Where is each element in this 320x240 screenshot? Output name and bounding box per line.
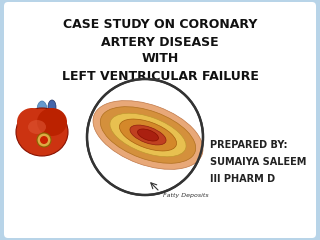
Text: SUMAIYA SALEEM: SUMAIYA SALEEM: [210, 157, 306, 167]
Text: Fatty Deposits: Fatty Deposits: [163, 193, 209, 198]
Ellipse shape: [119, 119, 177, 151]
Ellipse shape: [100, 107, 196, 163]
Ellipse shape: [138, 129, 158, 141]
Ellipse shape: [37, 108, 67, 136]
Text: III PHARM D: III PHARM D: [210, 174, 275, 184]
Ellipse shape: [48, 100, 56, 114]
Text: CASE STUDY ON CORONARY: CASE STUDY ON CORONARY: [63, 18, 257, 31]
Ellipse shape: [37, 101, 47, 119]
Circle shape: [40, 136, 48, 144]
Ellipse shape: [17, 108, 47, 136]
FancyBboxPatch shape: [4, 2, 316, 238]
Text: WITH: WITH: [141, 53, 179, 66]
Ellipse shape: [28, 120, 46, 134]
Ellipse shape: [93, 101, 203, 169]
Text: PREPARED BY:: PREPARED BY:: [210, 140, 287, 150]
Text: ARTERY DISEASE: ARTERY DISEASE: [101, 36, 219, 48]
Ellipse shape: [16, 108, 68, 156]
Ellipse shape: [130, 125, 166, 145]
Ellipse shape: [110, 113, 186, 157]
Circle shape: [37, 133, 51, 147]
Text: LEFT VENTRICULAR FAILURE: LEFT VENTRICULAR FAILURE: [61, 70, 259, 83]
